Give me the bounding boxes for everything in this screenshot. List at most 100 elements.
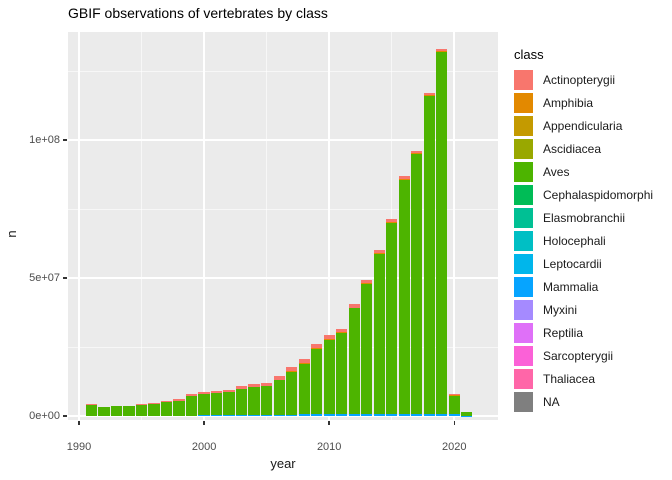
legend-item-label: Leptocardii bbox=[543, 257, 602, 271]
bar-2009 bbox=[311, 343, 323, 416]
x-tick-mark bbox=[78, 420, 80, 425]
legend-item-elasmobranchii: Elasmobranchii bbox=[514, 208, 653, 228]
legend-items: Actinopterygii Amphibia Appendicularia Asci… bbox=[514, 70, 653, 412]
legend-item-label: Myxini bbox=[543, 303, 578, 317]
bar-segment-aves bbox=[448, 395, 460, 415]
bar-segment-aves bbox=[198, 393, 210, 415]
bar-segment-mammalia bbox=[198, 414, 210, 416]
legend-item-amphibia: Amphibia bbox=[514, 93, 653, 113]
bar-2008 bbox=[298, 358, 310, 416]
y-axis-title: n bbox=[4, 230, 19, 238]
bar-segment-amphibia bbox=[273, 379, 285, 381]
bar-segment-mammalia bbox=[286, 414, 298, 416]
gridline-vertical-major bbox=[203, 32, 206, 420]
legend-swatch-icon bbox=[514, 254, 533, 274]
bar-2007 bbox=[286, 367, 298, 416]
chart-title: GBIF observations of vertebrates by clas… bbox=[68, 5, 328, 21]
bar-1996 bbox=[148, 402, 160, 416]
bar-segment-actinopterygii bbox=[373, 249, 385, 253]
bar-1995 bbox=[135, 404, 148, 416]
bar-2011 bbox=[336, 328, 348, 416]
legend-item-na: NA bbox=[514, 392, 653, 412]
bar-segment-mammalia bbox=[261, 414, 273, 416]
bar-segment-actinopterygii bbox=[198, 391, 210, 394]
x-tick-label: 1990 bbox=[66, 441, 92, 453]
bar-segment-aves bbox=[461, 412, 473, 416]
gridline-horizontal-minor bbox=[68, 346, 498, 348]
legend-swatch-icon bbox=[514, 231, 533, 251]
gridline-vertical-minor bbox=[266, 32, 268, 420]
bar-2003 bbox=[235, 386, 248, 416]
bar-segment-aves bbox=[436, 51, 448, 414]
legend-item-sarcopterygii: Sarcopterygii bbox=[514, 346, 653, 366]
bar-segment-actinopterygii bbox=[286, 367, 298, 371]
legend-item-leptocardii: Leptocardii bbox=[514, 254, 653, 274]
y-tick-mark bbox=[63, 139, 67, 141]
y-tick-mark bbox=[63, 277, 67, 279]
legend-item-cephalaspidomorphi: Cephalaspidomorphi bbox=[514, 185, 653, 205]
x-tick-mark bbox=[453, 420, 456, 425]
bar-segment-aves bbox=[148, 403, 160, 416]
x-tick-label: 2010 bbox=[316, 441, 342, 453]
bar-segment-mammalia bbox=[248, 414, 260, 416]
bar-segment-mammalia bbox=[398, 413, 410, 416]
bar-segment-mammalia bbox=[273, 414, 285, 416]
bar-2010 bbox=[323, 334, 335, 416]
bar-segment-aves bbox=[223, 391, 235, 415]
bar-segment-aves bbox=[123, 406, 135, 416]
bar-segment-aves bbox=[173, 400, 185, 416]
bar-segment-actinopterygii bbox=[148, 402, 160, 404]
bar-2015 bbox=[386, 218, 398, 416]
legend-swatch-icon bbox=[514, 346, 533, 366]
legend-title: class bbox=[514, 47, 544, 62]
bar-segment-amphibia bbox=[436, 51, 448, 52]
legend-item-label: Amphibia bbox=[543, 96, 594, 110]
y-tick-label: 0e+00 bbox=[29, 410, 60, 422]
legend-item-label: Cephalaspidomorphi bbox=[543, 188, 654, 202]
bar-2004 bbox=[248, 383, 260, 416]
bar-segment-mammalia bbox=[411, 413, 423, 416]
bar-segment-actinopterygii bbox=[235, 386, 248, 389]
gridline-horizontal-major bbox=[68, 415, 498, 417]
legend-item-label: Mammalia bbox=[543, 280, 599, 294]
legend-item-myxini: Myxini bbox=[514, 300, 653, 320]
bar-segment-aves bbox=[261, 386, 273, 415]
bar-2014 bbox=[373, 249, 385, 416]
bar-2005 bbox=[261, 382, 273, 416]
bar-segment-aves bbox=[348, 308, 360, 414]
bar-segment-aves bbox=[110, 406, 123, 416]
bar-segment-amphibia bbox=[373, 252, 385, 254]
gridline-vertical-minor bbox=[141, 32, 143, 420]
bar-1998 bbox=[173, 399, 185, 416]
gridline-horizontal-minor bbox=[68, 208, 498, 210]
bar-segment-actinopterygii bbox=[398, 176, 410, 180]
legend-item-appendicularia: Appendicularia bbox=[514, 116, 653, 136]
bar-segment-aves bbox=[398, 180, 410, 414]
bar-2012 bbox=[348, 303, 360, 416]
bar-segment-aves bbox=[373, 253, 385, 414]
bar-2001 bbox=[210, 391, 223, 416]
legend-swatch-icon bbox=[514, 70, 533, 90]
bar-segment-amphibia bbox=[386, 222, 398, 224]
bar-2018 bbox=[423, 92, 435, 416]
bar-segment-aves bbox=[298, 363, 310, 415]
legend-item-label: Elasmobranchii bbox=[543, 211, 626, 225]
bar-segment-mammalia bbox=[436, 413, 448, 416]
bar-segment-actinopterygii bbox=[311, 343, 323, 349]
bar-segment-aves bbox=[273, 380, 285, 415]
legend-item-label: Ascidiacea bbox=[543, 142, 602, 156]
bar-segment-aves bbox=[336, 332, 348, 414]
legend-item-label: Aves bbox=[543, 165, 570, 179]
legend-swatch-icon bbox=[514, 392, 533, 412]
bar-2000 bbox=[198, 391, 210, 416]
bar-segment-aves bbox=[98, 407, 110, 416]
bar-segment-amphibia bbox=[261, 385, 273, 387]
legend-item-holocephali: Holocephali bbox=[514, 231, 653, 251]
plot-panel bbox=[68, 32, 498, 420]
gridline-vertical-major bbox=[78, 32, 80, 420]
bar-segment-actinopterygii bbox=[348, 303, 360, 308]
x-tick-label: 2020 bbox=[442, 441, 467, 453]
bar-segment-mammalia bbox=[235, 414, 248, 416]
y-tick-label: 5e+07 bbox=[29, 272, 60, 284]
bar-1991 bbox=[85, 404, 98, 416]
